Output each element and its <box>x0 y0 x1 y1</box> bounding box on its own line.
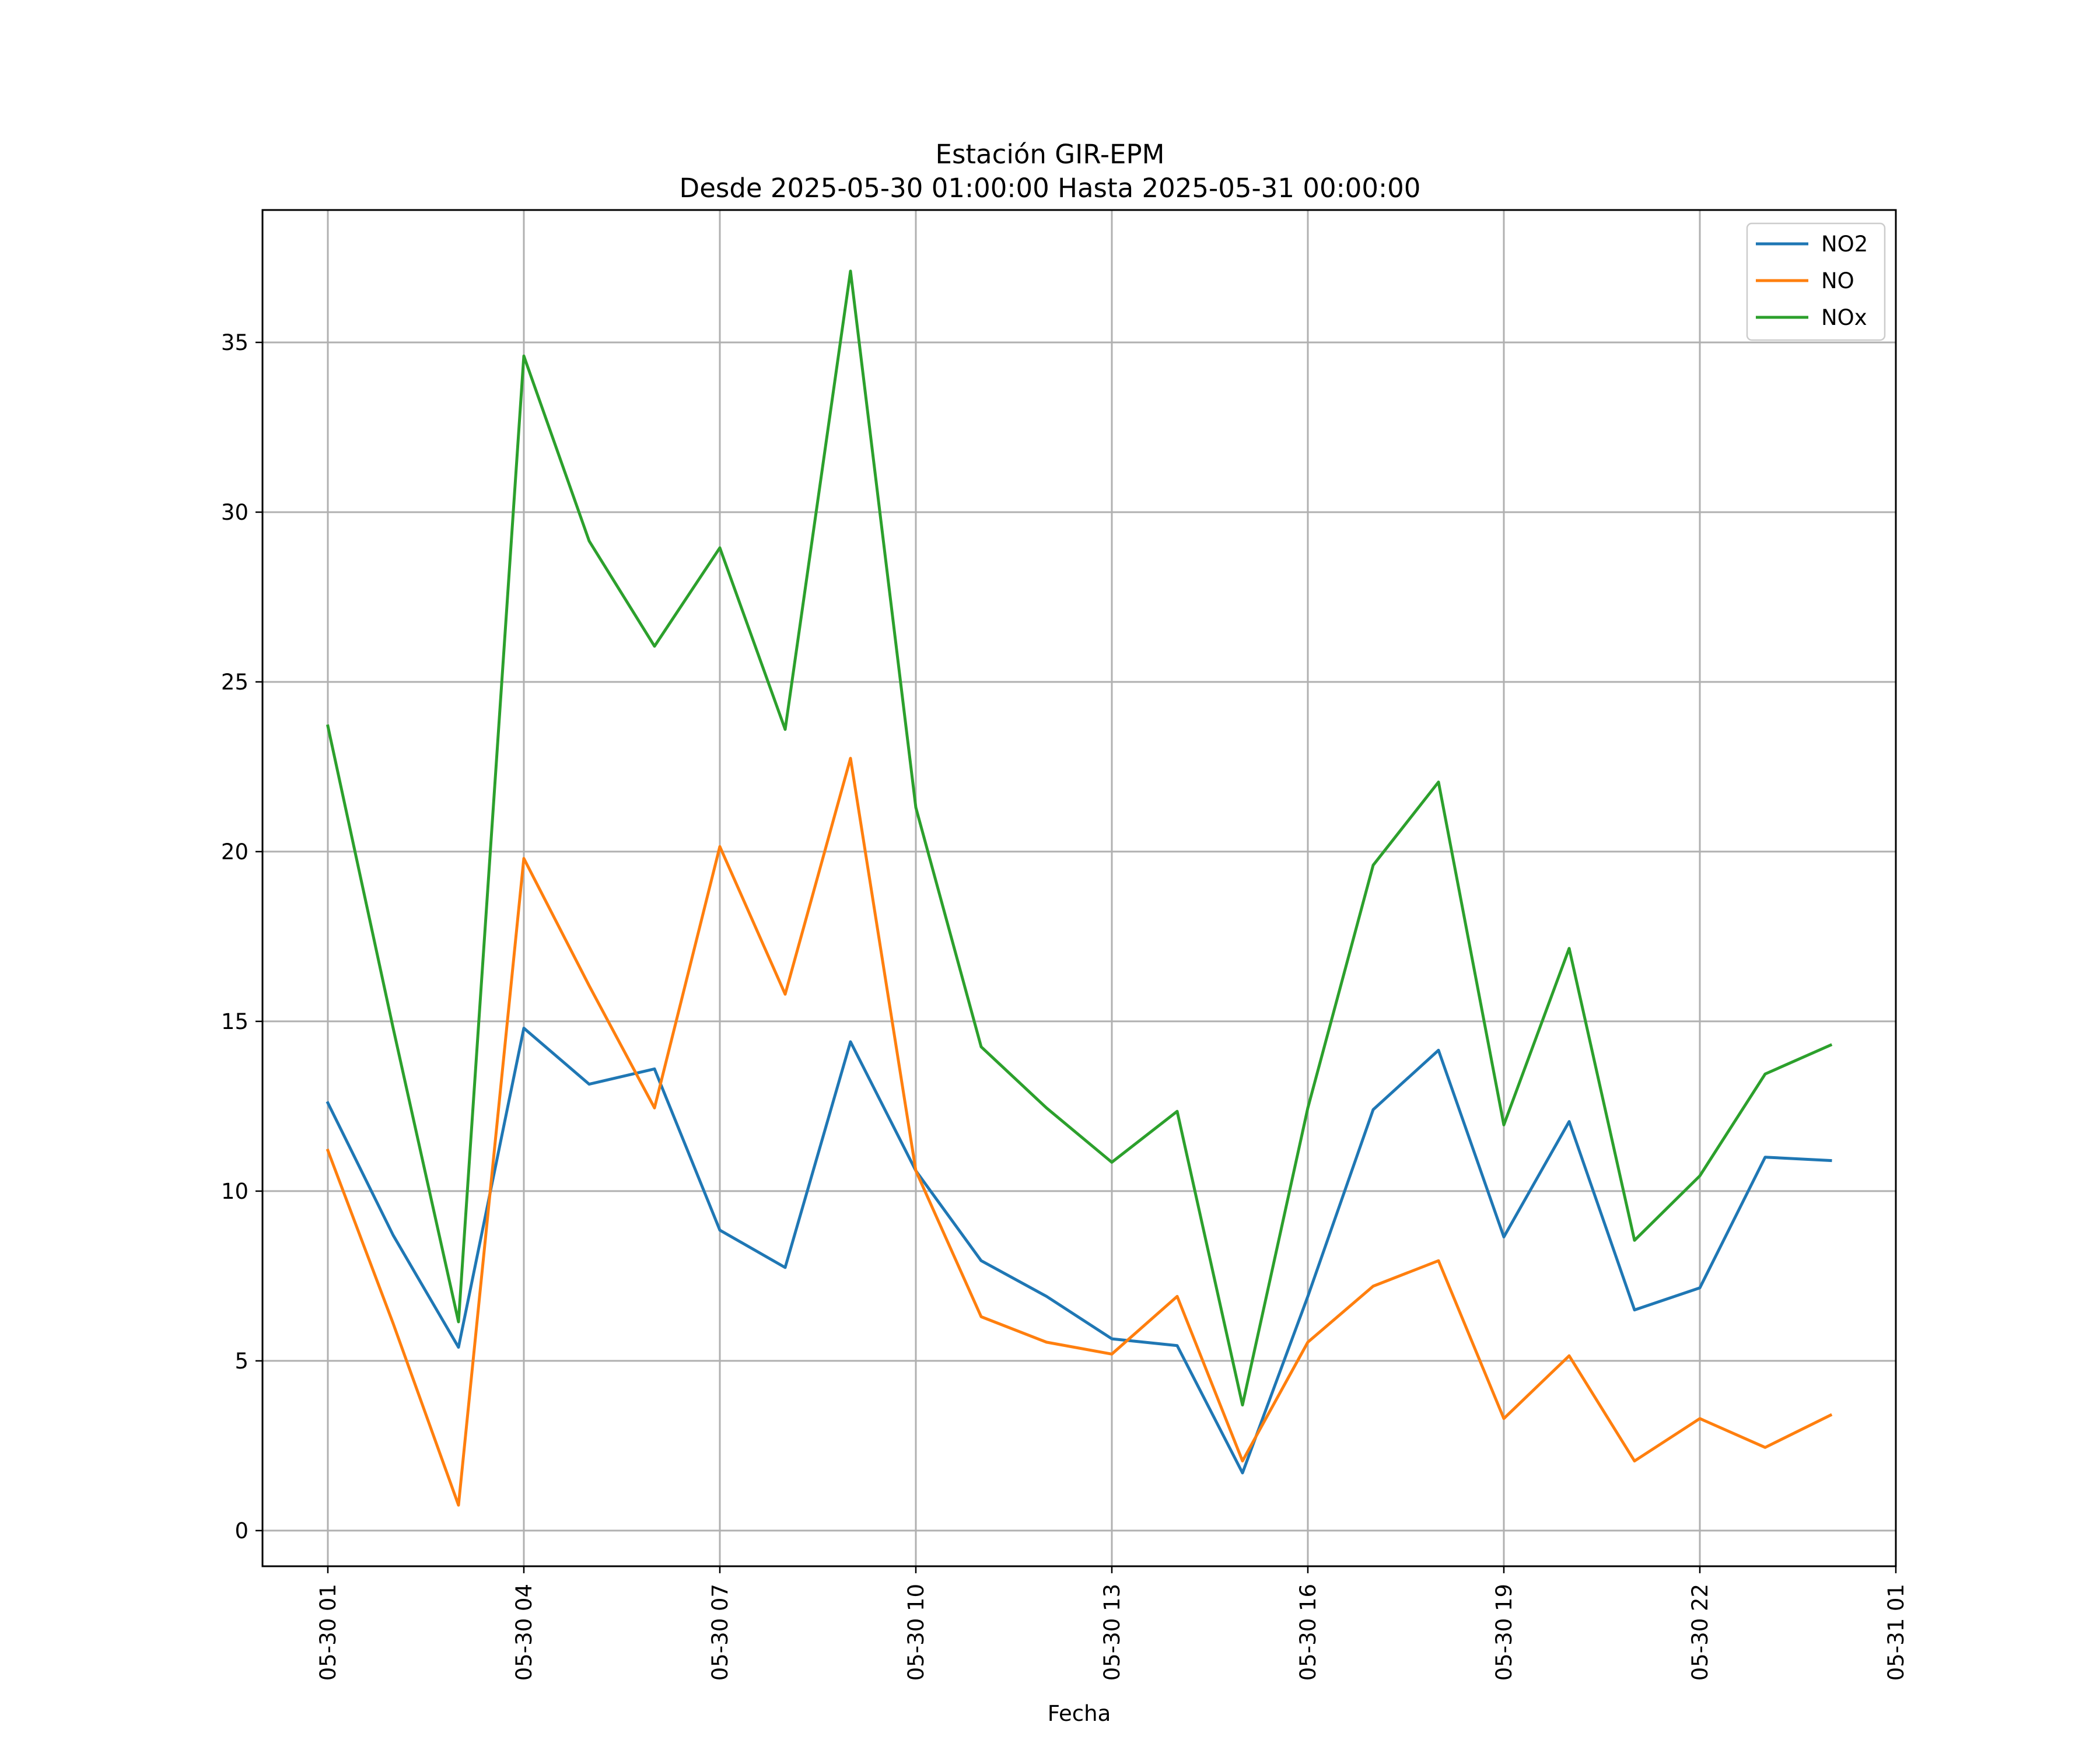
series-line-nox <box>326 270 1833 1407</box>
y-tick-label: 0 <box>235 1518 249 1544</box>
legend: NO2 NO NOx <box>1746 222 1886 341</box>
legend-label-no2: NO2 <box>1821 232 1868 257</box>
y-tick-label: 5 <box>235 1349 249 1374</box>
chart-title-line-2: Desde 2025-05-30 01:00:00 Hasta 2025-05-… <box>680 173 1421 204</box>
y-tick-label: 10 <box>221 1179 249 1204</box>
y-tick-label: 15 <box>221 1009 249 1034</box>
x-tick-label: 05-30 01 <box>316 1584 341 1681</box>
plot-frame <box>261 209 1897 1567</box>
x-tick-label: 05-30 07 <box>708 1584 733 1681</box>
x-tick-label: 05-30 22 <box>1688 1584 1713 1681</box>
chart-title-line-1: Estación GIR-EPM <box>936 139 1165 170</box>
series-layer <box>326 270 1833 1507</box>
y-tick-label: 35 <box>221 330 249 355</box>
series-line-no2 <box>326 1027 1832 1475</box>
y-tick-label: 20 <box>221 839 249 864</box>
x-tick-label: 05-30 13 <box>1100 1584 1125 1681</box>
x-tick-label: 05-30 04 <box>512 1584 537 1681</box>
legend-box <box>1746 222 1886 341</box>
y-tick-label: 30 <box>221 500 249 525</box>
series-line-no <box>326 757 1833 1507</box>
legend-label-nox: NOx <box>1821 305 1867 330</box>
grid-layer <box>262 210 1897 1566</box>
x-tick-label: 05-30 16 <box>1296 1584 1321 1681</box>
legend-items: NO2 NO NOx <box>1756 232 1868 330</box>
x-tick-label: 05-31 01 <box>1884 1584 1909 1681</box>
legend-label-no: NO <box>1821 268 1854 293</box>
x-axis-label: Fecha <box>1048 1701 1111 1726</box>
y-tick-label: 25 <box>221 670 249 695</box>
x-tick-label: 05-30 10 <box>904 1584 929 1681</box>
axis-layer: 0 5 10 15 20 25 30 35 05-30 01 05-30 04 05-30 07 05… <box>221 330 1909 1681</box>
x-tick-label: 05-30 19 <box>1492 1584 1517 1681</box>
